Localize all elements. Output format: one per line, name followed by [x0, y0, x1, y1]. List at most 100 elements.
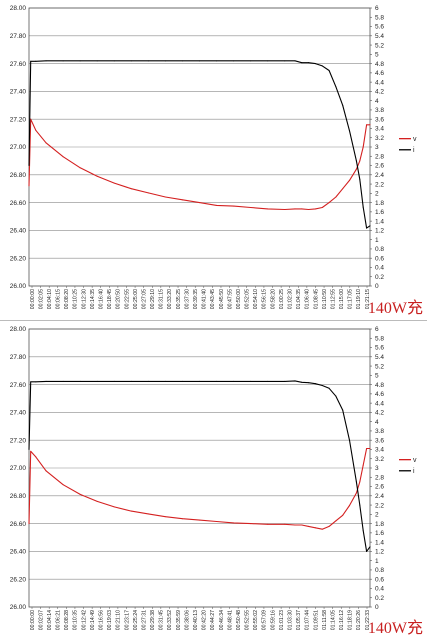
x-tick-label: 00:54:10: [253, 289, 259, 309]
data-point-v: [250, 206, 252, 208]
x-tick-label: 00:22:55: [124, 289, 130, 309]
x-tick-label: 00:47:55: [227, 289, 233, 309]
y-right-tick-label: 3: [375, 144, 379, 151]
x-tick-label: 00:45:50: [219, 289, 225, 309]
y-right-tick-label: 1.8: [375, 200, 384, 207]
data-point-v: [267, 208, 269, 210]
data-point-v: [314, 527, 316, 529]
x-tick-label: 00:35:59: [176, 610, 182, 630]
y-right-tick-label: 5.4: [375, 354, 384, 361]
data-point-i: [181, 380, 183, 382]
data-point-i: [294, 60, 296, 62]
y-right-tick-label: 0.6: [375, 576, 384, 583]
y-right-tick-label: 6: [375, 5, 379, 12]
data-point-v: [301, 208, 303, 210]
y-left-tick-label: 26.60: [10, 521, 27, 528]
chart-panel-top: 26.00 26.20 26.40 26.60 26.80 27.00 27.20 27.40…: [0, 0, 427, 320]
y-right-tick-label: 5.2: [375, 363, 384, 370]
data-point-v: [301, 524, 303, 526]
x-tick-label: 00:10:25: [73, 289, 79, 309]
data-point-v: [294, 524, 296, 526]
y-left-tick-label: 27.00: [10, 144, 27, 151]
data-point-i: [301, 381, 303, 383]
x-tick-label: 00:04:10: [47, 289, 53, 309]
data-point-i: [308, 62, 310, 64]
x-tick-label: 00:19:03: [107, 610, 113, 630]
data-point-i: [147, 60, 149, 62]
data-point-v: [28, 523, 30, 525]
data-point-v: [164, 196, 166, 198]
data-point-v: [45, 470, 47, 472]
data-point-i: [366, 227, 368, 229]
x-tick-label: 01:20:26: [356, 610, 362, 630]
x-tick-label: 00:25:24: [133, 610, 139, 630]
x-tick-label: 00:39:35: [193, 289, 199, 309]
y-right-tick-label: 0.4: [375, 265, 384, 272]
data-point-i: [181, 60, 183, 62]
data-point-i: [362, 206, 364, 208]
x-tick-label: 00:33:20: [167, 289, 173, 309]
x-tick-label: 00:29:10: [150, 289, 156, 309]
x-tick-label: 00:02:05: [38, 289, 44, 309]
y-right-tick-label: 5.6: [375, 345, 384, 352]
x-tick-label: 01:02:30: [287, 289, 293, 309]
data-point-i: [79, 380, 81, 382]
data-point-i: [267, 380, 269, 382]
data-point-v: [359, 481, 361, 483]
x-tick-label: 01:14:05: [330, 610, 336, 630]
legend-label-i: i: [413, 147, 415, 154]
series-line-i: [28, 380, 371, 552]
data-point-i: [314, 383, 316, 385]
y-right-tick-label: 4.2: [375, 89, 384, 96]
y-left-tick-label: 27.80: [10, 33, 27, 40]
y-right-tick-label: 2.4: [375, 172, 384, 179]
x-tick-label: 00:06:21: [56, 610, 62, 630]
y-right-tick-label: 3.4: [375, 126, 384, 133]
y-left-tick-label: 26.80: [10, 493, 27, 500]
data-point-i: [30, 60, 32, 62]
y-right-tick-label: 3: [375, 465, 379, 472]
data-point-v: [28, 185, 30, 187]
x-tick-label: 00:08:28: [64, 610, 70, 630]
x-tick-label: 00:12:42: [81, 610, 87, 630]
y-right-tick-label: 2: [375, 512, 379, 519]
x-tick-label: 01:05:37: [296, 610, 302, 630]
x-tick-label: 01:08:45: [313, 289, 319, 309]
data-point-i: [79, 60, 81, 62]
data-point-i: [369, 546, 371, 548]
x-tick-label: 01:07:44: [305, 610, 311, 630]
y-right-tick-label: 0: [375, 283, 379, 290]
data-point-i: [28, 165, 30, 167]
data-point-i: [233, 60, 235, 62]
y-right-tick-label: 3.4: [375, 447, 384, 454]
data-point-v: [130, 510, 132, 512]
x-tick-label: 00:18:45: [107, 289, 113, 309]
data-point-i: [164, 380, 166, 382]
data-point-v: [328, 525, 330, 527]
data-point-i: [349, 439, 351, 441]
data-point-i: [308, 382, 310, 384]
series-line-v: [28, 447, 370, 530]
y-right-tick-label: 3.8: [375, 107, 384, 114]
data-point-i: [369, 225, 371, 227]
y-right-tick-label: 0.4: [375, 586, 384, 593]
y-right-tick-label: 0.8: [375, 246, 384, 253]
data-point-i: [314, 63, 316, 65]
y-right-tick-label: 3.2: [375, 456, 384, 463]
data-point-i: [355, 481, 357, 483]
chart-top: 26.00 26.20 26.40 26.60 26.80 27.00 27.20 27.40…: [10, 5, 417, 309]
x-tick-label: 00:23:17: [124, 610, 130, 630]
y-right-tick-label: 5.2: [375, 42, 384, 49]
y-left-tick-label: 27.80: [10, 354, 27, 361]
data-point-v: [62, 156, 64, 158]
x-tick-label: 01:09:51: [313, 610, 319, 630]
y-left-tick-label: 26.80: [10, 172, 27, 179]
y-right-tick-label: 0: [375, 604, 379, 611]
data-point-v: [216, 521, 218, 523]
data-point-v: [349, 505, 351, 507]
x-tick-label: 00:21:10: [116, 610, 122, 630]
chart-bottom: 26.00 26.20 26.40 26.60 26.80 27.00 27.20 27.40…: [10, 326, 417, 630]
x-tick-label: 00:25:00: [133, 289, 139, 309]
y-right-tick-label: 4.6: [375, 70, 384, 77]
data-point-v: [349, 179, 351, 181]
